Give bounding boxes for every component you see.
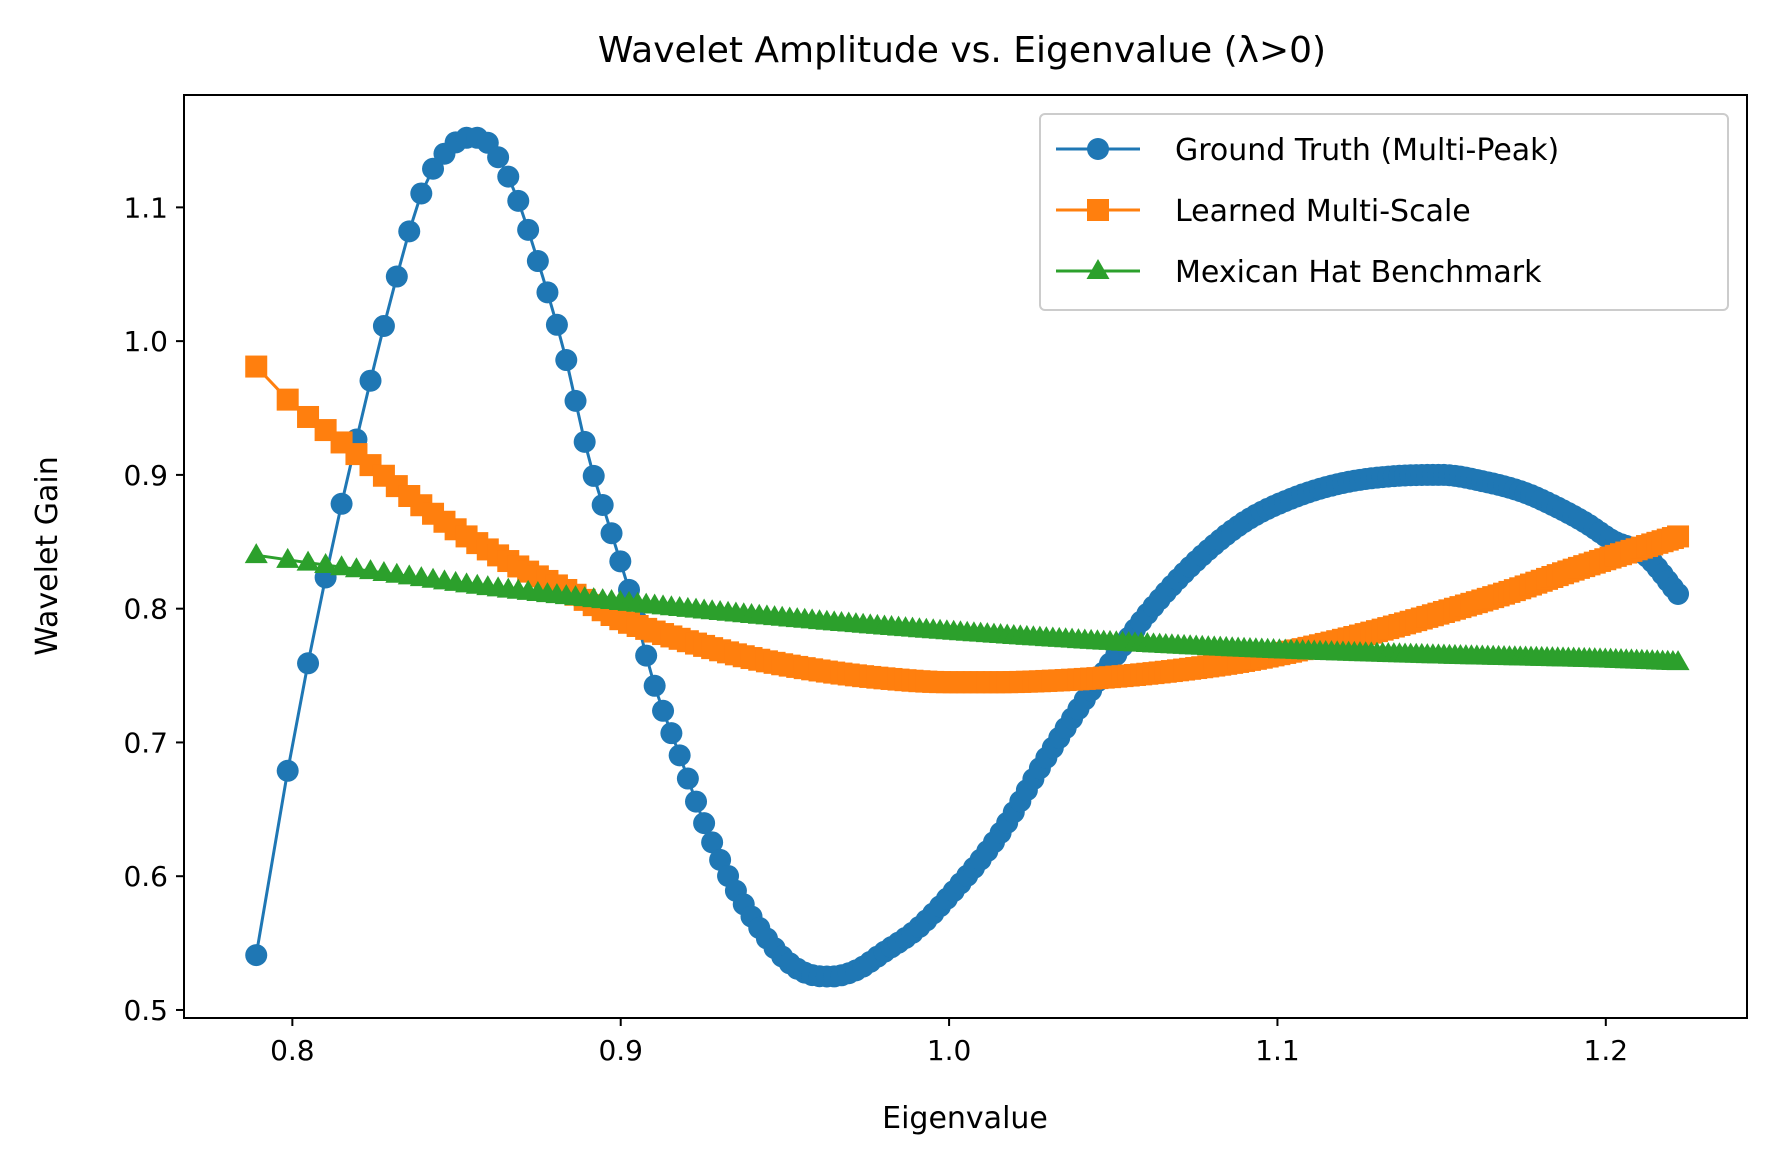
data-point [693, 812, 716, 835]
x-axis: 0.8 0.9 1.0 1.1 1.2 [270, 1018, 1628, 1067]
data-point [372, 314, 395, 337]
data-point [385, 265, 408, 288]
data-point [660, 722, 683, 745]
series-mexican-hat-benchmark [244, 543, 1690, 671]
data-point [297, 405, 320, 428]
data-point [507, 189, 530, 212]
legend-marker [1086, 259, 1110, 279]
data-point [609, 550, 632, 573]
plot-frame [183, 94, 1748, 1019]
data-point [330, 492, 353, 515]
data-point [276, 388, 299, 411]
chart-title: Wavelet Amplitude vs. Eigenvalue (λ>0) [598, 30, 1326, 71]
legend-frame [1039, 113, 1729, 311]
data-point [422, 157, 445, 180]
y-axis: 0.5 0.6 0.7 0.8 0.9 1.0 1.1 [123, 191, 184, 1027]
data-point [526, 250, 549, 273]
data-point [244, 543, 268, 564]
data-point [591, 493, 614, 516]
data-point [573, 430, 596, 453]
y-axis-label: Wavelet Gain [30, 456, 65, 655]
y-tick-label: 1.0 [123, 325, 168, 358]
legend-label-learned-multi-scale: Learned Multi-Scale [1175, 194, 1471, 229]
data-point [668, 744, 691, 767]
data-point [398, 220, 421, 243]
y-tick-label: 1.1 [123, 191, 168, 224]
y-tick-label: 0.8 [123, 593, 168, 626]
x-tick-label: 0.8 [270, 1034, 315, 1067]
series-ground-truth-multi-peak [245, 126, 1690, 988]
data-point [582, 464, 605, 487]
data-point [545, 313, 568, 336]
data-point [359, 559, 383, 580]
data-point [564, 389, 587, 412]
series-layer [244, 126, 1690, 988]
data-point [344, 557, 368, 578]
data-point [1667, 525, 1690, 548]
y-tick-label: 0.7 [123, 726, 168, 759]
data-point [1667, 582, 1690, 605]
data-point [276, 759, 299, 782]
data-point [555, 349, 578, 372]
y-tick-label: 0.5 [123, 994, 168, 1027]
y-tick-label: 0.9 [123, 459, 168, 492]
data-point [536, 281, 559, 304]
y-tick-label: 0.6 [123, 860, 168, 893]
data-point [245, 355, 268, 378]
data-point [330, 555, 354, 576]
legend-label-ground-truth: Ground Truth (Multi-Peak) [1175, 133, 1559, 168]
legend-swatches [1056, 138, 1140, 279]
data-point [643, 674, 666, 697]
data-point [1666, 650, 1690, 671]
data-point [314, 553, 338, 574]
legend: Ground Truth (Multi-Peak) Learned Multi-… [1039, 113, 1729, 311]
legend-marker [1087, 138, 1109, 160]
data-point [701, 831, 724, 854]
x-tick-label: 1.2 [1584, 1034, 1629, 1067]
data-point [618, 578, 641, 601]
x-axis-label: Eigenvalue [882, 1101, 1048, 1136]
data-point [359, 369, 382, 392]
data-point [600, 522, 623, 545]
x-tick-label: 0.9 [598, 1034, 643, 1067]
data-point [276, 547, 300, 568]
data-point [410, 182, 433, 205]
data-point [635, 644, 658, 667]
legend-label-mexican-hat: Mexican Hat Benchmark [1175, 255, 1542, 290]
data-point [676, 767, 699, 790]
data-point [296, 550, 320, 571]
legend-marker [1087, 199, 1109, 221]
x-tick-label: 1.1 [1255, 1034, 1300, 1067]
data-point [497, 165, 520, 188]
data-point [517, 218, 540, 241]
x-tick-label: 1.0 [927, 1034, 972, 1067]
data-point [245, 944, 268, 967]
data-point [685, 790, 708, 813]
data-point [652, 699, 675, 722]
data-point [487, 146, 510, 169]
data-point [297, 652, 320, 675]
